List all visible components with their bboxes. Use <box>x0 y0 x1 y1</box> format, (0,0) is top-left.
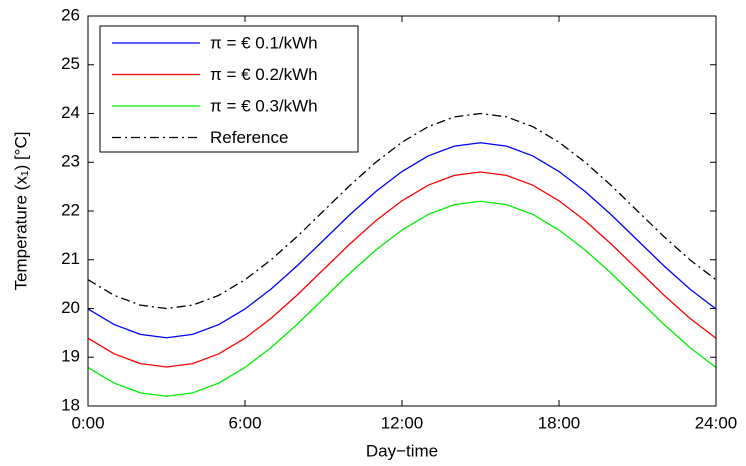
x-tick-label: 0:00 <box>71 413 104 432</box>
x-tick-label: 24:00 <box>695 413 738 432</box>
x-axis-label: Day−time <box>366 441 438 460</box>
legend-label: π = € 0.2/kWh <box>210 65 318 84</box>
legend-box <box>99 25 359 153</box>
series-line <box>87 112 717 310</box>
y-tick-label: 25 <box>61 54 80 73</box>
y-axis-label: Temperature (x₁) [°C] <box>11 132 30 291</box>
y-tick-label: 22 <box>61 200 80 219</box>
legend-label: π = € 0.1/kWh <box>210 33 318 52</box>
y-tick-label: 26 <box>61 5 80 24</box>
x-tick-label: 6:00 <box>228 413 261 432</box>
y-tick-label: 18 <box>61 395 80 414</box>
y-tick-label: 21 <box>61 249 80 268</box>
y-tick-label: 24 <box>61 103 80 122</box>
x-tick-label: 18:00 <box>538 413 581 432</box>
x-tick-label: 12:00 <box>381 413 424 432</box>
series-line <box>87 171 717 368</box>
y-tick-label: 19 <box>61 347 80 366</box>
y-tick-label: 20 <box>61 298 80 317</box>
y-tick-label: 23 <box>61 152 80 171</box>
legend-label: π = € 0.3/kWh <box>210 96 318 115</box>
series-line <box>87 200 717 397</box>
plot-frame <box>87 15 717 407</box>
legend-label: Reference <box>210 128 288 147</box>
series-line <box>87 142 717 339</box>
